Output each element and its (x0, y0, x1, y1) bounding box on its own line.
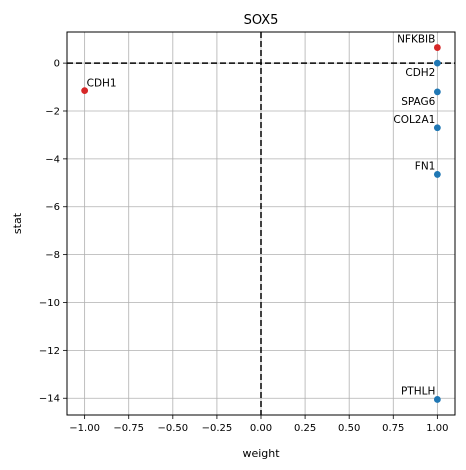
point-label-cdh2: CDH2 (405, 67, 435, 79)
y-tick-label: −4 (45, 154, 60, 165)
x-tick-label: 0.25 (294, 423, 316, 434)
point-labels: NFKBIB CDH2 SPAG6 COL2A1 FN1 PTHLH CDH1 (87, 34, 436, 398)
y-tick-label: −6 (45, 202, 60, 213)
x-axis-label: weight (242, 447, 280, 460)
reference-lines (67, 32, 455, 415)
data-points (81, 44, 441, 403)
point-label-nfkbib: NFKBIB (397, 34, 435, 46)
data-point-col2a1 (433, 124, 441, 132)
data-point-fn1 (433, 171, 441, 178)
y-tick-label: −12 (39, 346, 60, 357)
y-tick-label: 0 (54, 59, 60, 70)
y-tick-label: −14 (39, 394, 60, 405)
x-tick-label: 0.00 (250, 423, 272, 434)
y-axis-ticks: 0 −2 −4 −6 −8 −10 −12 −14 (39, 59, 67, 405)
y-tick-label: −8 (45, 250, 60, 261)
point-label-fn1: FN1 (415, 160, 436, 172)
x-tick-label: 0.50 (338, 423, 360, 434)
x-tick-label: −0.75 (113, 423, 144, 434)
x-tick-label: 0.75 (382, 423, 404, 434)
data-point-pthlh (433, 396, 441, 403)
data-point-cdh1 (81, 87, 89, 95)
chart-title: SOX5 (244, 13, 279, 28)
point-label-spag6: SPAG6 (401, 96, 435, 108)
y-axis-label: stat (11, 212, 24, 234)
x-axis-ticks: −1.00 −0.75 −0.50 −0.25 0.00 0.25 0.50 0.75 1.00 (69, 415, 448, 434)
x-tick-label: −0.50 (157, 423, 188, 434)
y-tick-label: −2 (45, 106, 60, 117)
x-tick-label: 1.00 (426, 423, 448, 434)
data-point-cdh2 (433, 59, 441, 67)
y-tick-label: −10 (39, 298, 60, 309)
point-label-pthlh: PTHLH (401, 385, 435, 397)
data-point-spag6 (433, 88, 441, 96)
data-point-nfkbib (433, 44, 441, 51)
point-label-col2a1: COL2A1 (393, 114, 435, 126)
x-tick-label: −0.25 (202, 423, 233, 434)
point-label-cdh1: CDH1 (87, 78, 117, 90)
x-tick-label: −1.00 (69, 423, 100, 434)
